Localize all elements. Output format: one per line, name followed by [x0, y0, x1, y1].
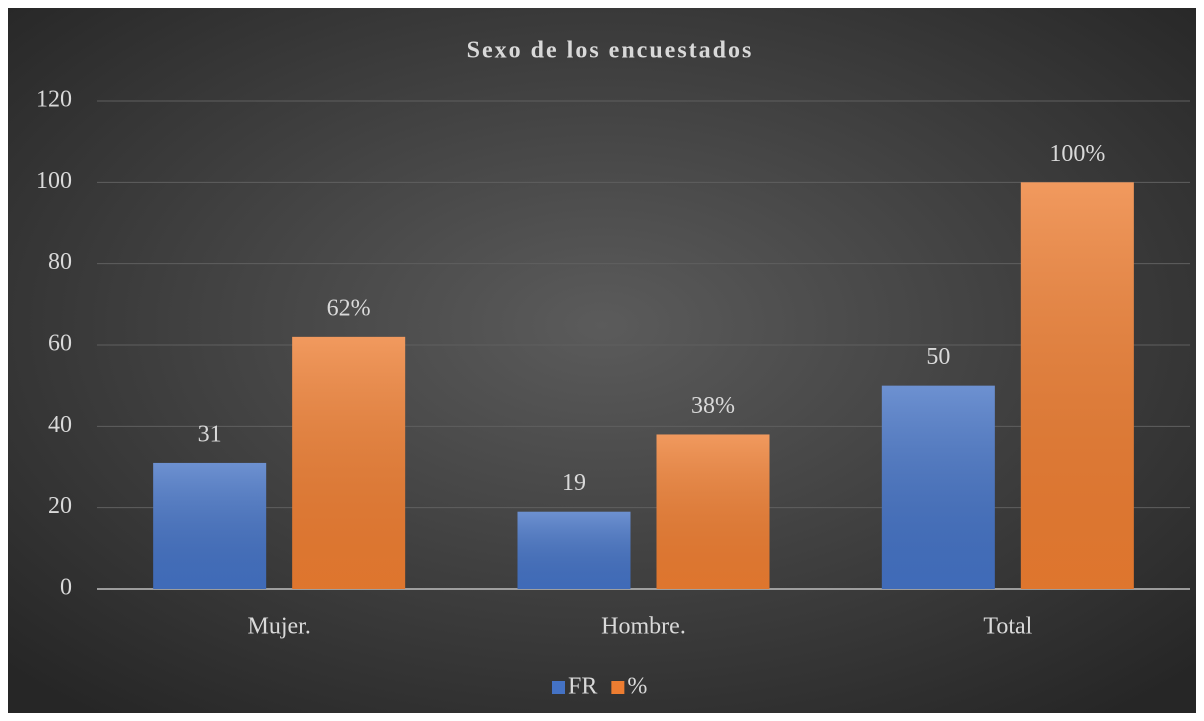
y-tick-label: 20 [48, 493, 72, 519]
bar-shine [153, 462, 267, 589]
data-label: 50 [926, 344, 950, 370]
bar-shine [656, 434, 770, 589]
x-tick-label: Total [983, 614, 1032, 640]
bar-shine [517, 511, 631, 589]
data-label: 38% [691, 393, 735, 419]
bar-shine [292, 336, 406, 589]
y-tick-label: 100 [36, 168, 72, 194]
legend-swatch [611, 681, 625, 694]
y-tick-label: 120 [36, 87, 72, 113]
data-label: 62% [327, 295, 371, 321]
bar-shine [1020, 182, 1134, 590]
data-label: 100% [1049, 141, 1105, 167]
y-tick-label: 60 [48, 331, 72, 357]
data-label: 19 [562, 470, 586, 496]
bar-shine [881, 385, 995, 589]
data-label: 31 [198, 421, 222, 447]
x-tick-label: Hombre. [601, 614, 686, 640]
y-tick-label: 0 [60, 575, 72, 601]
legend-label: FR [568, 674, 597, 700]
x-tick-label: Mujer. [248, 614, 311, 640]
y-tick-label: 80 [48, 249, 72, 275]
chart-background [8, 8, 1196, 713]
chart-title: Sexo de los encuestados [467, 38, 754, 64]
legend-swatch [552, 681, 565, 694]
y-tick-label: 40 [48, 412, 72, 438]
legend-label: % [627, 674, 647, 700]
